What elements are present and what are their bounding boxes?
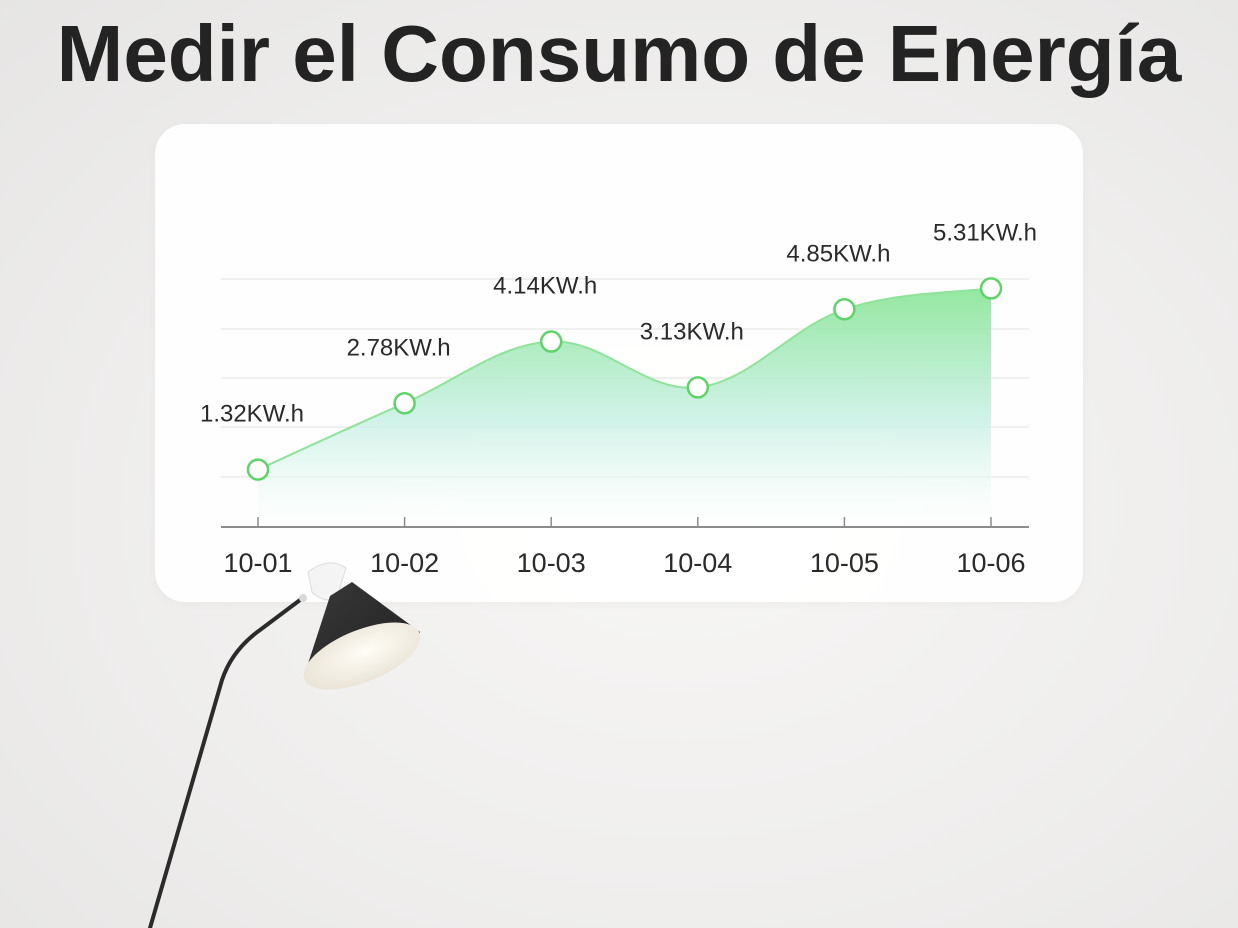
- data-point: [686, 376, 710, 399]
- x-tick-label: 10-05: [810, 548, 879, 578]
- x-axis: 10-01 10-02 10-03 10-04 10-05 10-06: [221, 517, 1029, 578]
- data-point: [979, 277, 1003, 300]
- series-line: [257, 287, 992, 471]
- data-point: [393, 392, 416, 415]
- x-tick-label: 10-03: [517, 548, 586, 578]
- data-point: [833, 298, 856, 321]
- data-point: [246, 458, 270, 481]
- energy-chart: 10-01 10-02 10-03 10-04 10-05 10-06 1.32KW.h 2…: [200, 219, 1037, 578]
- data-labels: 1.32KW.h 2.78KW.h 4.14KW.h 3.13KW.h 4.85KW.h…: [200, 219, 1037, 427]
- data-point: [539, 330, 563, 353]
- data-label: 2.78KW.h: [347, 334, 451, 361]
- x-tick-label: 10-06: [956, 548, 1025, 578]
- chart-card: 10-01 10-02 10-03 10-04 10-05 10-06 1.32KW.h 2…: [155, 124, 1083, 602]
- area-fill: [258, 288, 991, 527]
- data-label: 3.13KW.h: [640, 318, 744, 345]
- data-label: 1.32KW.h: [200, 401, 304, 428]
- data-label: 4.85KW.h: [786, 240, 890, 267]
- data-markers: [246, 277, 1003, 481]
- x-tick-label: 10-04: [663, 548, 732, 578]
- data-label: 4.14KW.h: [493, 273, 597, 300]
- x-tick-label: 10-01: [223, 548, 292, 578]
- x-tick-label: 10-02: [370, 548, 439, 578]
- page-title: Medir el Consumo de Energía: [56, 9, 1182, 98]
- data-label: 5.31KW.h: [933, 219, 1037, 246]
